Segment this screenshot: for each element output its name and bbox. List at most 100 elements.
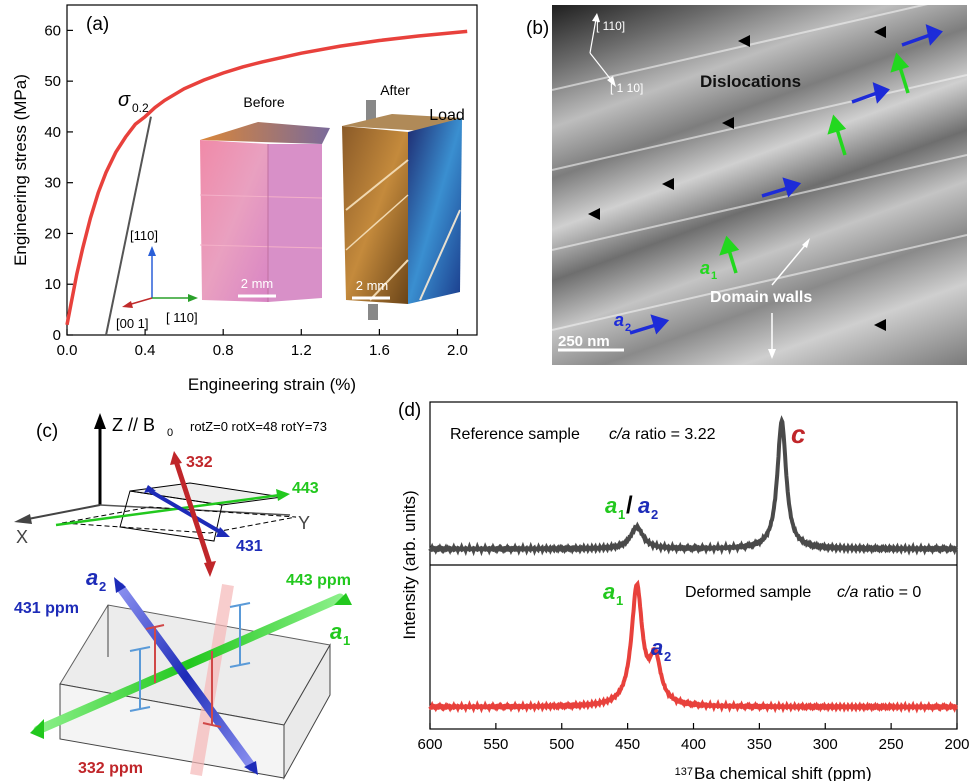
- x-axis-ticks: 600 550 500 450 400 350 300 250 200: [417, 723, 970, 753]
- band-a1: [33, 593, 345, 735]
- x-tick-label: 0.4: [135, 342, 156, 359]
- after-label: After: [380, 82, 410, 98]
- plot-frame: [66, 4, 478, 336]
- panel-b: (b) [ 110] [ 1 10] Dislocations Domain w…: [526, 18, 812, 350]
- axis-110-label: [110]: [130, 228, 158, 243]
- y-tick-label: 30: [44, 175, 61, 192]
- a2-subscript-c: 2: [99, 579, 106, 594]
- y-tick-label: 50: [44, 73, 61, 90]
- x-tick-label: 400: [681, 736, 706, 753]
- x-label: X: [16, 527, 28, 547]
- y-axis-label: Engineering stress (MPa): [11, 74, 30, 266]
- y-tick-label: 60: [44, 22, 61, 39]
- scale-bar-b-text: 250 nm: [558, 333, 610, 350]
- panel-b-label: (b): [526, 18, 549, 39]
- deformed-ratio: ratio = 0: [863, 584, 921, 601]
- dislocation-symbols-blue: [129, 602, 251, 712]
- a1-subscript: 1: [711, 270, 717, 282]
- y-tick-label: 0: [53, 327, 61, 344]
- label-443: 443: [292, 480, 319, 497]
- x-axis: [27, 504, 101, 520]
- y-label: Y: [298, 513, 310, 533]
- scale-bar-before-text: 2 mm: [241, 276, 274, 291]
- reference-spectrum: [428, 415, 959, 557]
- before-label: Before: [243, 94, 284, 110]
- y-axis-label-d: Intensity (arb. units): [400, 490, 419, 639]
- direction-label-1: [ 110]: [596, 19, 625, 33]
- panel-c-label: (c): [36, 421, 58, 442]
- axis-m110-label: [ 110]: [166, 310, 198, 325]
- a1-deformed-label: a: [603, 579, 615, 604]
- ppm-332-label: 332 ppm: [78, 760, 143, 777]
- deformed-ratio-ca: c/a: [837, 584, 858, 601]
- sigma-label: σ: [118, 89, 131, 111]
- z-label: Z // B: [112, 415, 155, 435]
- scale-bar-after-text: 2 mm: [356, 278, 389, 293]
- axis-001-label: [00 1]: [116, 316, 149, 331]
- a2-arrows: [629, 24, 943, 335]
- x-tick-label: 450: [615, 736, 640, 753]
- a1-deformed-subscript: 1: [616, 593, 623, 608]
- c-peak-label: c: [791, 419, 806, 449]
- label-431: 431: [236, 538, 263, 555]
- x-tick-label: 200: [944, 736, 969, 753]
- domain-wall-lines: [552, 5, 967, 331]
- x-axis-label-d: Ba chemical shift (ppm): [694, 764, 872, 781]
- ppm-443-label: 443 ppm: [286, 572, 351, 589]
- dislocation-symbols-red: [145, 624, 222, 728]
- deformed-spectrum: [428, 579, 958, 714]
- x-tick-label: 0.8: [213, 342, 234, 359]
- domain-walls-label: Domain walls: [710, 289, 812, 306]
- z-subscript: 0: [167, 427, 173, 439]
- a2-deformed-label: a: [651, 635, 663, 660]
- a1-label-c: a: [330, 619, 342, 644]
- y-tick-label: 20: [44, 225, 61, 242]
- reference-label: Reference sample: [450, 426, 580, 443]
- x-tick-label: 0.0: [57, 342, 78, 359]
- a1-label: a: [700, 258, 710, 278]
- a2-deformed-subscript: 2: [664, 649, 671, 664]
- load-label: Load: [429, 107, 465, 124]
- panel-a: (a) 0.0 0.4 0.8 1.2 1.6 2.0 0 10 20 30 40 50 60 Engi…: [11, 4, 478, 394]
- dir-arrow-1: [589, 18, 597, 54]
- vector-443: [55, 493, 281, 527]
- vector-431: [148, 489, 224, 535]
- band-a2: [115, 582, 257, 772]
- crystal-before: [199, 122, 330, 302]
- panel-a-label: (a): [86, 14, 109, 35]
- panel-c: (c) Z // B 0 rotZ=0 rotX=48 rotY=73 X Y …: [14, 413, 352, 780]
- x-tick-label: 300: [813, 736, 838, 753]
- y-axis: [99, 504, 291, 516]
- a2-peak-label: a: [638, 493, 650, 518]
- a2-peak-subscript: 2: [651, 507, 658, 522]
- axis-001-arrow: [127, 297, 153, 306]
- axis-ticks: 0.0 0.4 0.8 1.2 1.6 2.0 0 10 20 30 40 50 60: [44, 22, 468, 359]
- reference-ratio-ca: c/a: [609, 426, 630, 443]
- rotation-label: rotZ=0 rotX=48 rotY=73: [190, 419, 327, 434]
- deformed-label: Deformed sample: [685, 584, 811, 601]
- x-tick-label: 2.0: [447, 342, 468, 359]
- x-axis-label: Engineering strain (%): [188, 375, 356, 394]
- dislocations-label: Dislocations: [700, 72, 801, 91]
- a1a2-separator: /: [626, 492, 633, 519]
- y-tick-label: 40: [44, 124, 61, 141]
- crystal-after: [342, 100, 462, 320]
- x-tick-label: 600: [417, 736, 442, 753]
- x-tick-label: 350: [747, 736, 772, 753]
- a2-subscript: 2: [625, 322, 631, 334]
- stress-strain-curve: [65, 29, 468, 326]
- a1-subscript-c: 1: [343, 633, 350, 648]
- dir-arrow-2: [589, 52, 613, 82]
- panel-d: (d) 600 550 500 450 400 350 300 250 200 Intensit…: [398, 400, 970, 781]
- direction-label-2: [ 1 10]: [610, 81, 643, 95]
- ppm-431-label: 431 ppm: [14, 600, 79, 617]
- vector-332: [173, 460, 213, 566]
- panel-d-label: (d): [398, 400, 421, 421]
- label-332: 332: [186, 454, 213, 471]
- a2-label-c: a: [86, 565, 98, 590]
- x-tick-label: 1.2: [291, 342, 312, 359]
- sigma-subscript: 0.2: [132, 101, 149, 115]
- dislocation-markers: [588, 26, 886, 331]
- a2-label: a: [614, 310, 624, 330]
- a1-arrows: [719, 52, 910, 274]
